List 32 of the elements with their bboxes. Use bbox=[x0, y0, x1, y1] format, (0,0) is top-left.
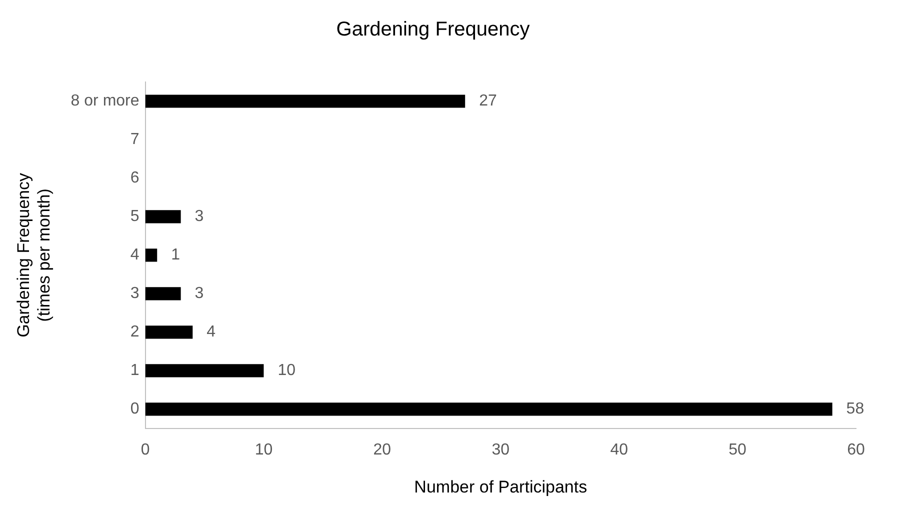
bar bbox=[145, 326, 193, 339]
data-label: 4 bbox=[206, 324, 216, 341]
x-tick-label: 30 bbox=[492, 441, 510, 458]
x-axis-title: Number of Participants bbox=[414, 477, 588, 496]
bar bbox=[145, 94, 466, 108]
y-tick-label: 0 bbox=[130, 400, 140, 418]
data-label: 3 bbox=[194, 208, 204, 226]
bar bbox=[145, 402, 832, 416]
x-tick-label: 40 bbox=[610, 441, 628, 458]
y-tick-label: 1 bbox=[130, 362, 140, 380]
data-label: 1 bbox=[171, 246, 180, 264]
x-tick-label: 20 bbox=[373, 441, 392, 458]
x-tick-label: 50 bbox=[728, 441, 747, 458]
y-tick-label: 6 bbox=[130, 170, 140, 187]
chart-title: Gardening Frequency bbox=[336, 18, 530, 41]
x-tick-label: 10 bbox=[254, 441, 273, 458]
bar bbox=[145, 248, 158, 262]
x-tick-label: 60 bbox=[847, 441, 865, 458]
bar bbox=[145, 364, 264, 378]
data-label: 10 bbox=[278, 362, 296, 380]
y-axis-title: Gardening Frequency (times per month) bbox=[14, 172, 54, 338]
y-tick-label: 5 bbox=[130, 208, 140, 226]
data-label: 58 bbox=[846, 400, 864, 418]
y-tick-label: 8 or more bbox=[70, 92, 140, 110]
y-tick-label: 7 bbox=[130, 131, 140, 148]
data-label: 27 bbox=[479, 92, 497, 110]
y-tick-label: 3 bbox=[130, 285, 140, 302]
bar bbox=[145, 210, 181, 224]
bar bbox=[145, 287, 181, 300]
y-tick-label: 2 bbox=[130, 324, 140, 341]
y-tick-label: 4 bbox=[130, 246, 140, 264]
data-label: 3 bbox=[194, 285, 204, 302]
